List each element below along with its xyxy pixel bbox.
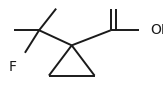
Text: OH: OH xyxy=(150,23,163,37)
Text: F: F xyxy=(8,60,16,75)
